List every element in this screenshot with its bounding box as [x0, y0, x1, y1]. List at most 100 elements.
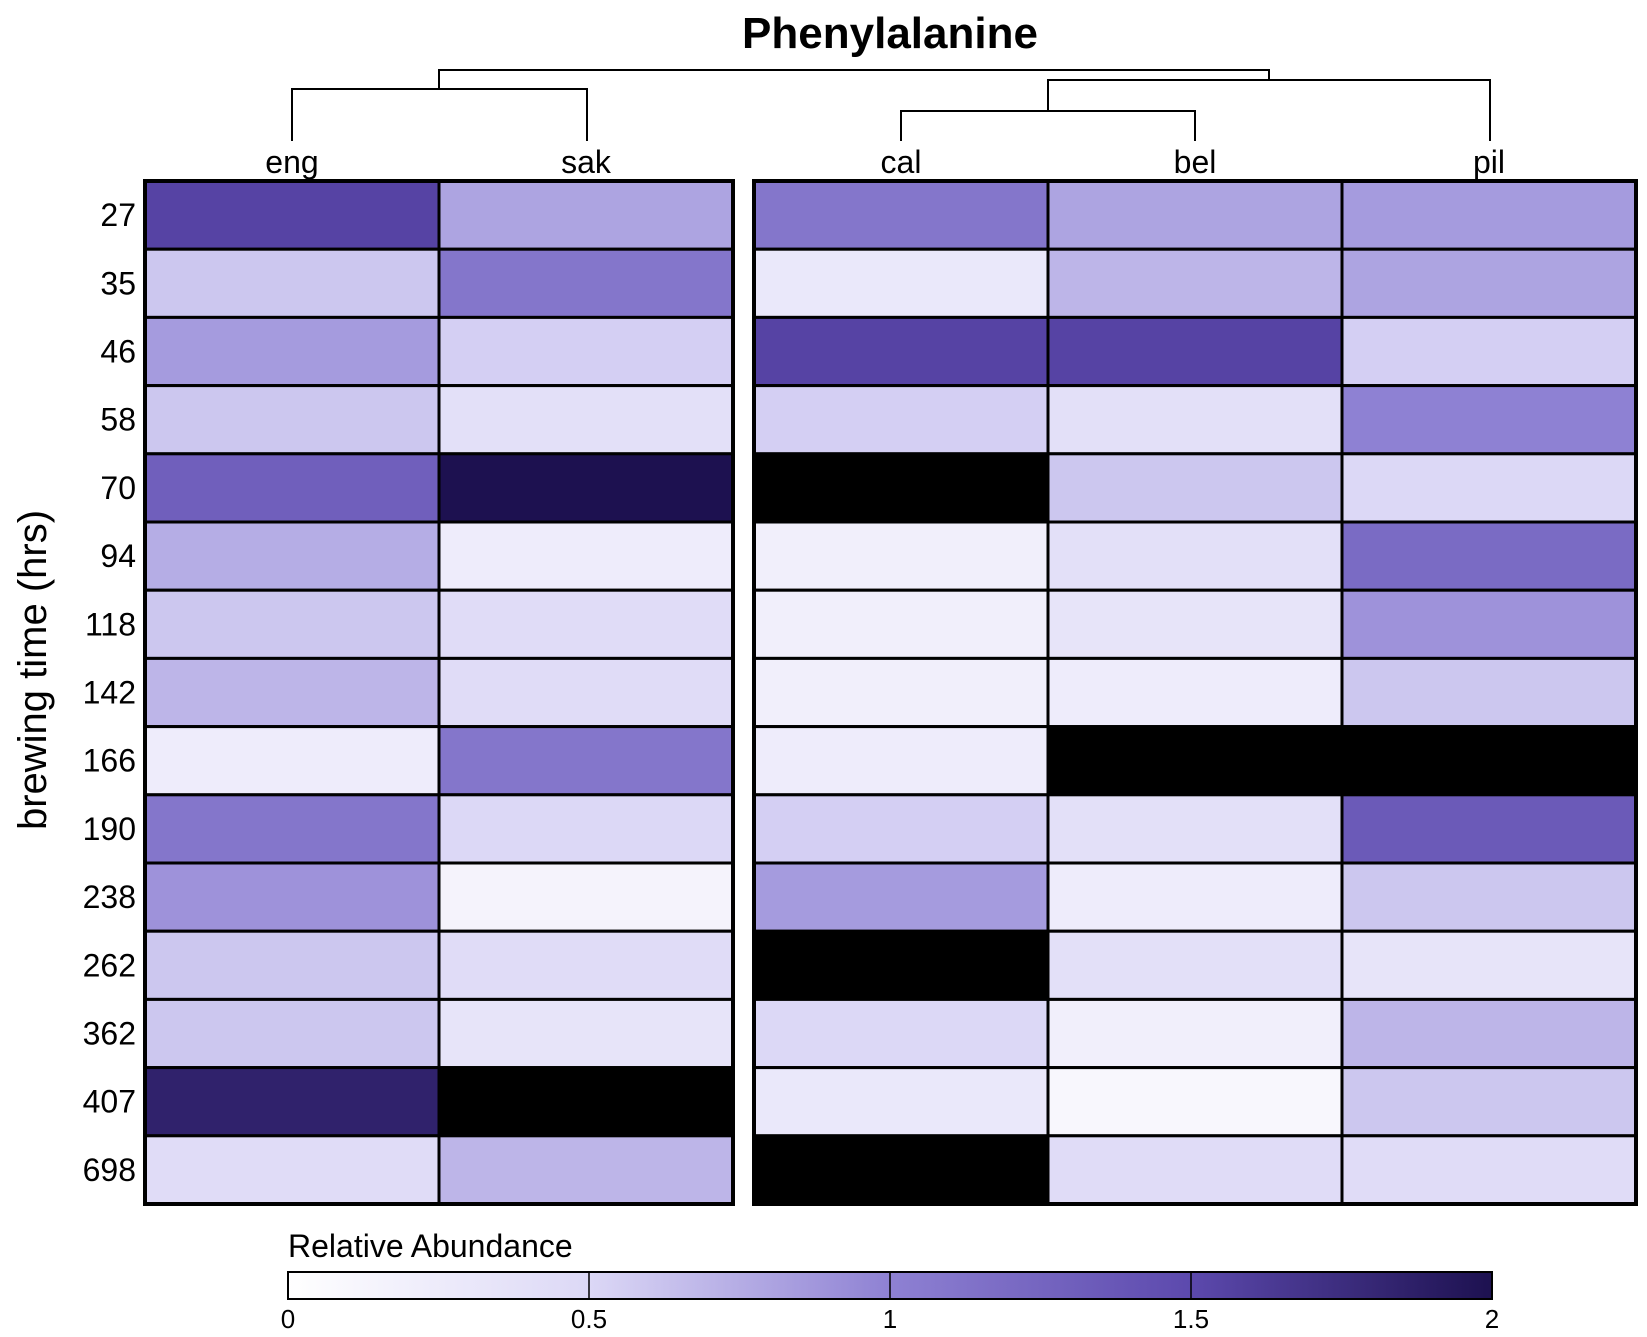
row-label-46: 46	[100, 334, 136, 370]
heatmap-cell	[1046, 861, 1344, 933]
heatmap-cell	[1340, 520, 1638, 592]
heatmap-cell	[752, 656, 1050, 729]
colorbar-tick-label: 1.5	[1173, 1304, 1209, 1334]
heatmap-cell	[437, 247, 735, 319]
colorbar-ticks: 0 0.5 1 1.5 2	[281, 1272, 1499, 1334]
row-label-58: 58	[100, 402, 136, 438]
heatmap-cell	[1340, 384, 1638, 456]
column-label-pil: pil	[1473, 144, 1505, 180]
heatmap-cell	[143, 1134, 441, 1206]
heatmap-cell	[143, 1066, 441, 1138]
row-label-70: 70	[100, 470, 136, 506]
heatmap-cell	[1340, 315, 1638, 388]
heatmap-cell	[1340, 656, 1638, 729]
row-labels: 27 35 46 58 70 94 118 142 166 190 238 262 362 407 698	[83, 197, 136, 1188]
heatmap-cell	[752, 929, 1050, 1001]
heatmap-cell	[752, 997, 1050, 1070]
heatmap-cell	[143, 179, 441, 251]
colorbar-tick-label: 0	[281, 1304, 295, 1334]
heatmap-cell	[1046, 384, 1344, 456]
column-label-cal: cal	[881, 144, 922, 180]
heatmap-cell	[1046, 1066, 1344, 1138]
heatmap-cell	[752, 725, 1050, 797]
heatmap-cell	[752, 1066, 1050, 1138]
heatmap-cell	[143, 247, 441, 319]
heatmap-cell	[1340, 861, 1638, 933]
heatmap-cell	[1340, 452, 1638, 524]
column-label-bel: bel	[1174, 144, 1217, 180]
heatmap-cell	[437, 929, 735, 1001]
heatmap-cell	[143, 725, 441, 797]
chart-title: Phenylalanine	[742, 9, 1038, 58]
row-label-190: 190	[83, 811, 136, 847]
heatmap-cell	[1046, 247, 1344, 319]
heatmap-cell	[1340, 929, 1638, 1001]
heatmap-cell	[752, 179, 1050, 251]
row-label-698: 698	[83, 1152, 136, 1188]
heatmap-cell	[752, 520, 1050, 592]
heatmap-cell	[437, 997, 735, 1070]
heatmap-cell	[143, 929, 441, 1001]
heatmap-cell	[437, 656, 735, 729]
heatmap-cell	[437, 793, 735, 865]
heatmap-cell	[143, 452, 441, 524]
heatmap-cell	[752, 793, 1050, 865]
heatmap-cell	[143, 315, 441, 388]
heatmap-cell	[1046, 929, 1344, 1001]
column-label-eng: eng	[265, 144, 318, 180]
heatmap-cell	[752, 315, 1050, 388]
heatmap-cell	[143, 384, 441, 456]
heatmap-cell	[1340, 793, 1638, 865]
heatmap-cell	[1046, 997, 1344, 1070]
row-label-94: 94	[100, 538, 136, 574]
heatmap-cell	[437, 588, 735, 660]
row-label-27: 27	[100, 197, 136, 233]
row-label-118: 118	[85, 606, 136, 642]
y-axis-label: brewing time (hrs)	[11, 510, 55, 830]
row-label-142: 142	[83, 675, 136, 711]
heatmap-cell	[752, 1134, 1050, 1206]
row-label-35: 35	[100, 265, 136, 301]
heatmap-cell	[1340, 588, 1638, 660]
heatmap-cell	[752, 588, 1050, 660]
colorbar-tick-label: 0.5	[571, 1304, 607, 1334]
heatmap-cell	[1046, 656, 1344, 729]
heatmap-cell	[1046, 520, 1344, 592]
colorbar-tick-label: 2	[1485, 1304, 1499, 1334]
row-label-362: 362	[83, 1016, 136, 1052]
colorbar-title: Relative Abundance	[288, 1228, 573, 1264]
heatmap-cell	[1340, 247, 1638, 319]
heatmap-cell	[752, 247, 1050, 319]
row-label-166: 166	[83, 743, 136, 779]
heatmap-cell	[1046, 793, 1344, 865]
heatmap-cell	[437, 179, 735, 251]
heatmap-cell	[1046, 179, 1344, 251]
heatmap-cell	[1340, 179, 1638, 251]
heatmap-cell	[1046, 1134, 1344, 1206]
heatmap-cell	[437, 1134, 735, 1206]
heatmap-cell	[143, 520, 441, 592]
heatmap-cell	[1046, 725, 1344, 797]
heatmap-cell	[1046, 588, 1344, 660]
heatmap-cells	[143, 179, 1638, 1206]
heatmap-cell	[437, 861, 735, 933]
column-dendrogram	[291, 69, 1491, 141]
heatmap-cell	[752, 384, 1050, 456]
heatmap-cell	[143, 588, 441, 660]
heatmap-cell	[437, 384, 735, 456]
heatmap-cell	[752, 452, 1050, 524]
heatmap-cell	[1340, 997, 1638, 1070]
row-label-407: 407	[83, 1084, 136, 1120]
heatmap-cell	[437, 520, 735, 592]
group-frames	[143, 179, 1638, 1206]
heatmap-cell	[752, 861, 1050, 933]
column-label-sak: sak	[561, 144, 612, 180]
heatmap-cell	[143, 997, 441, 1070]
heatmap-cell	[1340, 1066, 1638, 1138]
heatmap-cell	[1046, 452, 1344, 524]
heatmap-cell	[1046, 315, 1344, 388]
heatmap-cell	[437, 1066, 735, 1138]
heatmap-cell	[437, 315, 735, 388]
column-labels: eng sak cal bel pil	[265, 144, 1505, 180]
